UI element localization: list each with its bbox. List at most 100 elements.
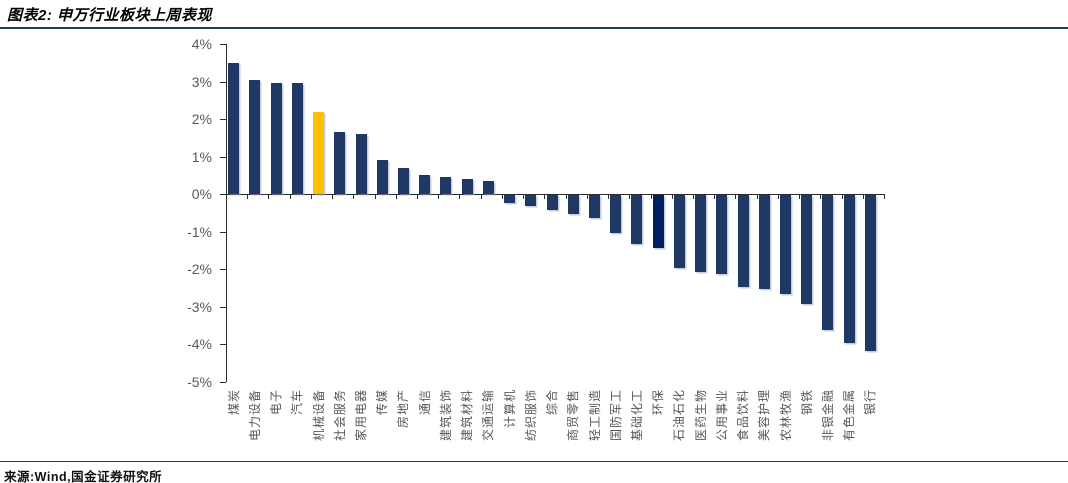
chart-bar — [589, 195, 600, 218]
source-note: 来源:Wind,国金证券研究所 — [4, 470, 163, 483]
y-axis-tick — [220, 44, 226, 45]
category-label: 汽车 — [290, 387, 304, 415]
category-label: 交通运输 — [481, 387, 495, 441]
y-axis-tick — [220, 381, 226, 383]
y-axis-tick-label: -4% — [187, 336, 212, 352]
chart-bar — [864, 195, 876, 351]
y-axis-line — [226, 44, 227, 382]
category-label-text: 商贸零售 — [566, 389, 581, 442]
category-label: 煤炭 — [227, 387, 241, 415]
category-label-text: 传媒 — [375, 389, 390, 416]
category-label-text: 电子 — [269, 389, 284, 416]
x-axis-line — [226, 194, 884, 195]
chart-bar — [546, 195, 558, 210]
chart-bar — [291, 83, 303, 194]
category-label-text: 通信 — [417, 389, 432, 416]
category-label: 石油石化 — [672, 387, 686, 441]
y-axis-tick — [220, 194, 226, 195]
y-axis-tick-label: -1% — [187, 223, 212, 240]
chart-bar — [504, 195, 515, 203]
x-axis-tick — [777, 194, 779, 199]
x-axis-tick — [862, 194, 864, 199]
category-label: 食品饮料 — [736, 387, 750, 441]
y-axis-tick-label: -2% — [187, 261, 212, 277]
category-label: 社会服务 — [333, 387, 347, 441]
chart-bar — [801, 195, 813, 304]
x-axis-tick — [586, 194, 588, 199]
x-axis-tick — [565, 194, 567, 199]
category-label-text: 机械设备 — [311, 389, 326, 442]
chart-bar — [673, 195, 685, 269]
chart-bar — [249, 79, 261, 194]
category-label-text: 银行 — [863, 389, 878, 416]
chart-bar — [313, 111, 324, 194]
category-label: 综合 — [545, 387, 559, 415]
x-axis-tick — [501, 194, 503, 199]
x-axis-tick — [523, 194, 525, 199]
chart-bar — [334, 132, 346, 194]
category-label: 传媒 — [375, 387, 389, 415]
category-label: 商贸零售 — [566, 387, 580, 441]
category-label: 建筑材料 — [460, 387, 474, 441]
x-axis-tick — [608, 194, 610, 199]
x-axis-tick — [735, 194, 737, 199]
category-label: 非银金融 — [821, 387, 835, 441]
y-axis-tick-label: 2% — [191, 111, 212, 127]
chart-bar — [440, 177, 452, 194]
category-label-text: 非银金融 — [820, 389, 835, 442]
category-label: 农林牧渔 — [779, 387, 793, 441]
category-label: 电子 — [269, 387, 283, 415]
x-axis-tick — [417, 194, 419, 199]
category-label-text: 综合 — [545, 389, 559, 416]
category-label-text: 轻工制造 — [587, 389, 602, 442]
x-axis-tick — [883, 194, 885, 199]
chart-bar — [376, 160, 388, 195]
category-label-text: 美容护理 — [757, 389, 772, 442]
category-label: 美容护理 — [757, 387, 771, 441]
x-axis-tick — [438, 194, 440, 199]
y-axis-tick-label: 3% — [191, 73, 212, 90]
x-axis-tick — [629, 194, 631, 199]
footer-divider — [0, 461, 1068, 462]
category-label-text: 房地产 — [396, 389, 411, 429]
y-axis-tick-label: 0% — [191, 186, 212, 202]
category-label-text: 有色金属 — [842, 389, 857, 442]
chart-bar — [780, 195, 791, 295]
category-label: 纺织服饰 — [524, 387, 538, 441]
chart-bar — [270, 83, 282, 194]
x-axis-tick — [714, 194, 716, 199]
y-axis-tick-label: -3% — [187, 298, 212, 315]
category-label-text: 国防军工 — [608, 389, 623, 442]
chart-bar — [525, 195, 537, 207]
x-axis-tick — [268, 194, 270, 199]
x-axis-tick — [820, 194, 822, 199]
category-label: 银行 — [863, 387, 877, 415]
category-label-text: 农林牧渔 — [778, 389, 793, 442]
y-axis-tick-label: -5% — [187, 373, 212, 390]
chart-bar — [631, 195, 643, 244]
chart-bar — [758, 195, 770, 289]
chart-bar — [228, 62, 240, 195]
chart-bar — [419, 175, 431, 195]
chart-bar — [397, 167, 409, 195]
category-label: 基础化工 — [630, 387, 644, 441]
category-label-text: 基础化工 — [629, 389, 644, 442]
chart-bar — [843, 195, 855, 344]
category-label: 轻工制造 — [588, 387, 602, 441]
y-axis-tick — [220, 231, 226, 233]
title-divider — [0, 27, 1068, 29]
x-axis-tick — [395, 194, 397, 199]
x-axis-tick — [353, 194, 355, 199]
category-label-text: 计算机 — [502, 389, 517, 429]
category-label: 电力设备 — [248, 387, 262, 441]
x-axis-tick — [756, 194, 758, 199]
category-label-text: 建筑材料 — [460, 389, 475, 442]
category-label: 医药生物 — [694, 387, 708, 441]
x-axis-tick — [480, 194, 482, 199]
x-axis-tick — [799, 194, 801, 199]
category-label: 钢铁 — [800, 387, 814, 415]
category-label-text: 社会服务 — [332, 389, 347, 442]
category-label-text: 汽车 — [290, 389, 305, 416]
x-axis-tick — [650, 194, 652, 199]
